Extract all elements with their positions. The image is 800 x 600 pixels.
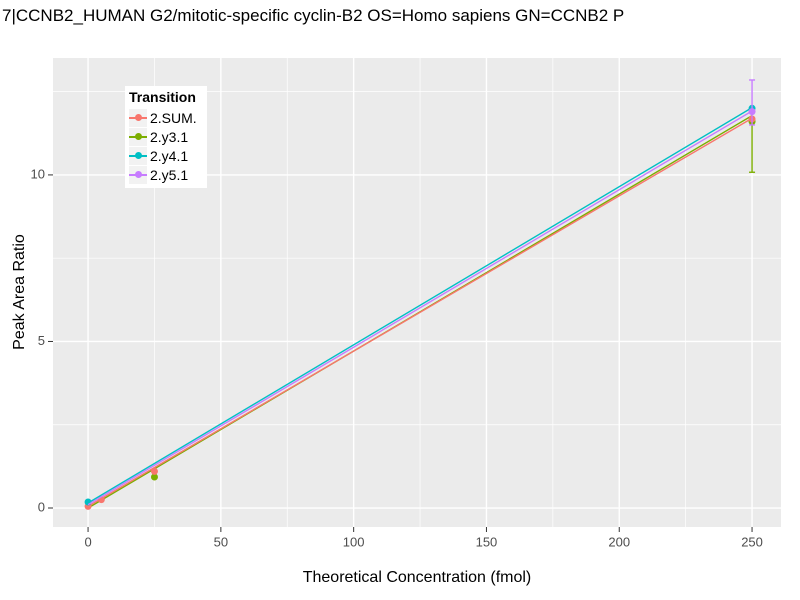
legend-dot-glyph [134,133,142,140]
regression-line [87,107,753,504]
legend-dot-glyph [134,171,142,178]
x-tick-label: 250 [741,535,763,550]
legend-item: 2.SUM. [129,108,203,127]
legend: Transition 2.SUM. 2.y3.1 2.y4.1 2.y5.1 [125,86,207,188]
x-tick-label: 200 [608,535,630,550]
legend-rows: 2.SUM. 2.y3.1 2.y4.1 2.y5.1 [129,108,203,184]
legend-item-label: 2.y5.1 [150,166,189,183]
regression-line [87,110,753,506]
x-tick-label: 0 [84,535,91,550]
x-tick-label: 150 [476,535,498,550]
legend-item: 2.y3.1 [129,127,203,146]
data-point [150,473,158,481]
y-tick-label: 0 [38,499,45,514]
y-axis-title: Peak Area Ratio [11,234,28,350]
legend-item-label: 2.y4.1 [150,147,189,164]
x-tick-label: 50 [214,535,228,550]
y-tick-label: 5 [38,333,45,348]
legend-key-icon [129,165,147,184]
data-point [748,108,756,116]
legend-title: Transition [129,89,196,105]
legend-item: 2.y4.1 [129,146,203,165]
legend-key-icon [129,146,147,165]
legend-dot-glyph [134,152,142,159]
y-tick-label: 10 [31,166,45,181]
data-point [150,467,158,475]
x-tick-label: 100 [343,535,365,550]
legend-item-label: 2.y3.1 [150,128,189,145]
chart-title: 7|CCNB2_HUMAN G2/mitotic-specific cyclin… [2,6,625,25]
regression-line [87,117,753,507]
legend-item: 2.y5.1 [129,165,203,184]
legend-item-label: 2.SUM. [150,109,197,126]
legend-key-icon [129,127,147,146]
x-axis-title: Theoretical Concentration (fmol) [302,569,532,586]
legend-key-icon [129,108,147,127]
legend-dot-glyph [134,114,142,121]
